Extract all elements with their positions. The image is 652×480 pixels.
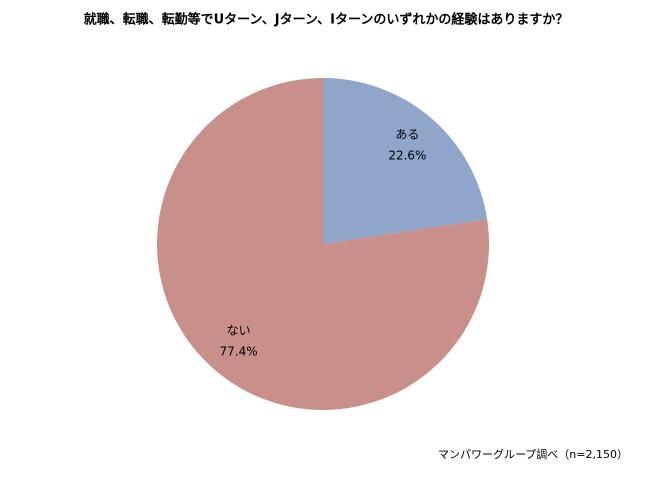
slice-label: ない [227, 324, 251, 338]
value-label: 77.4% [220, 345, 258, 359]
slice-label: ある [395, 127, 419, 141]
source-note: マンパワーグループ調べ（n=2,150） [438, 447, 628, 461]
value-label: 22.6% [388, 148, 426, 162]
pie-slice [156, 78, 490, 410]
pie-slice [323, 78, 488, 244]
chart-title: 就職、転職、転勤等でUターン、Jターン、Iターンのいずれかの経験はありますか？ [84, 12, 569, 28]
